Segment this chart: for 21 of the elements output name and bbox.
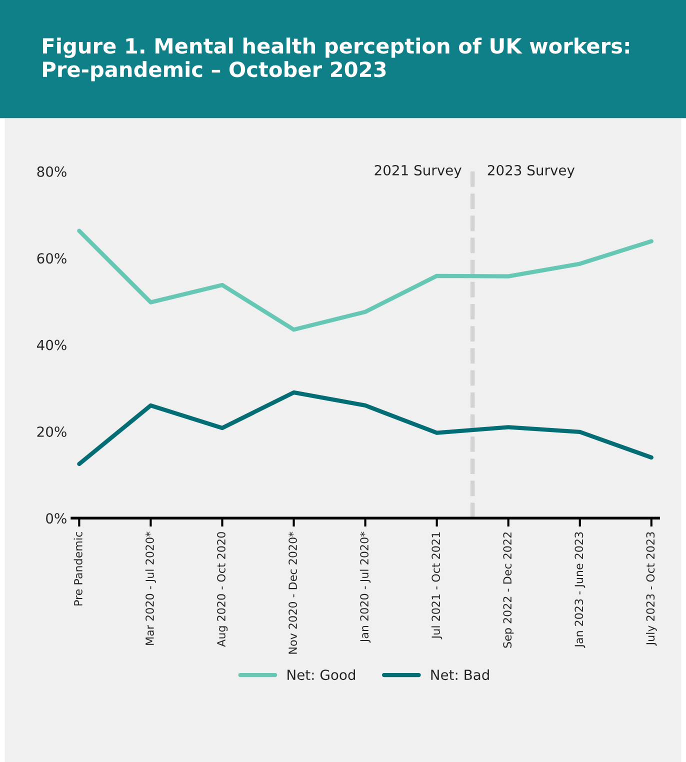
- x-tick-label: Jan 2020 - Jul 2020*: [360, 532, 371, 643]
- x-tick-label: Aug 2020 - Oct 2020: [217, 532, 228, 647]
- y-tick-label: 0%: [46, 513, 66, 524]
- x-tick-label: Mar 2020 - Jul 2020*: [145, 532, 156, 645]
- legend-label: Net: Bad: [431, 669, 489, 680]
- y-tick-label: 40%: [36, 340, 66, 350]
- x-tick-label: Jul 2021 - Oct 2021: [431, 532, 442, 640]
- annotation: 2021 Survey: [374, 164, 462, 178]
- y-tick-label: 80%: [37, 166, 66, 177]
- x-tick-label: Pre Pandemic: [74, 532, 82, 606]
- x-tick-label: Sep 2022 - Dec 2022: [503, 532, 514, 648]
- x-tick-label: Jan 2023 - June 2023: [574, 532, 586, 648]
- y-tick-label: 60%: [37, 253, 66, 264]
- chart-title: Figure 1. Mental health perception of UK workers: Pre-pandemic – October 2023: [43, 38, 630, 82]
- line-series: [77, 228, 654, 332]
- x-tick-label: July 2023 - Oct 2023: [646, 532, 657, 646]
- line-series: [77, 390, 654, 466]
- x-tick-label: Nov 2020 - Dec 2020*: [288, 532, 297, 654]
- annotation: 2023 Survey: [488, 164, 575, 178]
- y-tick-label: 20%: [37, 426, 66, 437]
- legend-label: Net: Good: [288, 669, 355, 680]
